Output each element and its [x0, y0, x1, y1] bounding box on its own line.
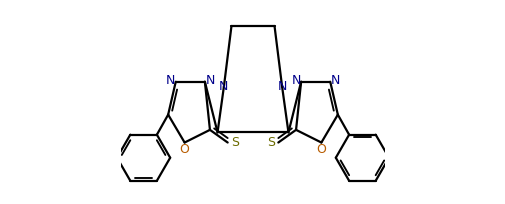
Text: S: S	[267, 136, 275, 149]
Text: S: S	[230, 136, 238, 149]
Text: N: N	[219, 80, 228, 93]
Text: N: N	[165, 74, 175, 87]
Text: O: O	[316, 143, 326, 156]
Text: N: N	[277, 80, 286, 93]
Text: N: N	[330, 74, 340, 87]
Text: O: O	[179, 143, 189, 156]
Text: N: N	[205, 74, 214, 87]
Text: N: N	[291, 74, 300, 87]
